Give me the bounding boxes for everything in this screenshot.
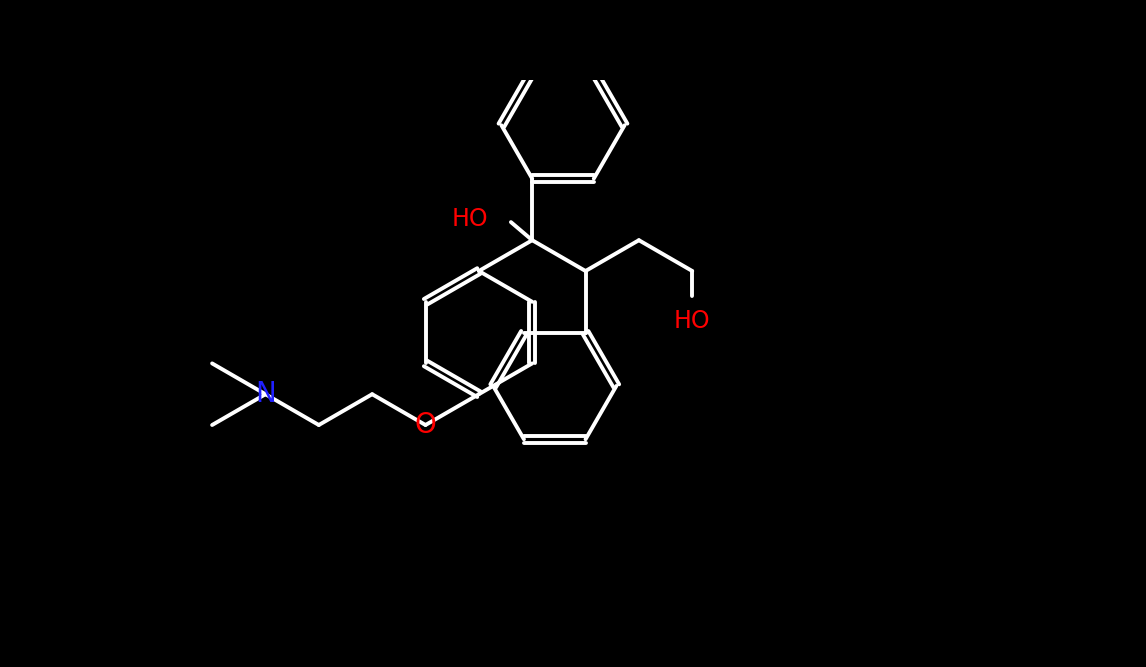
Text: O: O — [415, 411, 437, 439]
Text: HO: HO — [452, 207, 488, 231]
Text: HO: HO — [674, 309, 711, 334]
Text: N: N — [256, 380, 276, 408]
